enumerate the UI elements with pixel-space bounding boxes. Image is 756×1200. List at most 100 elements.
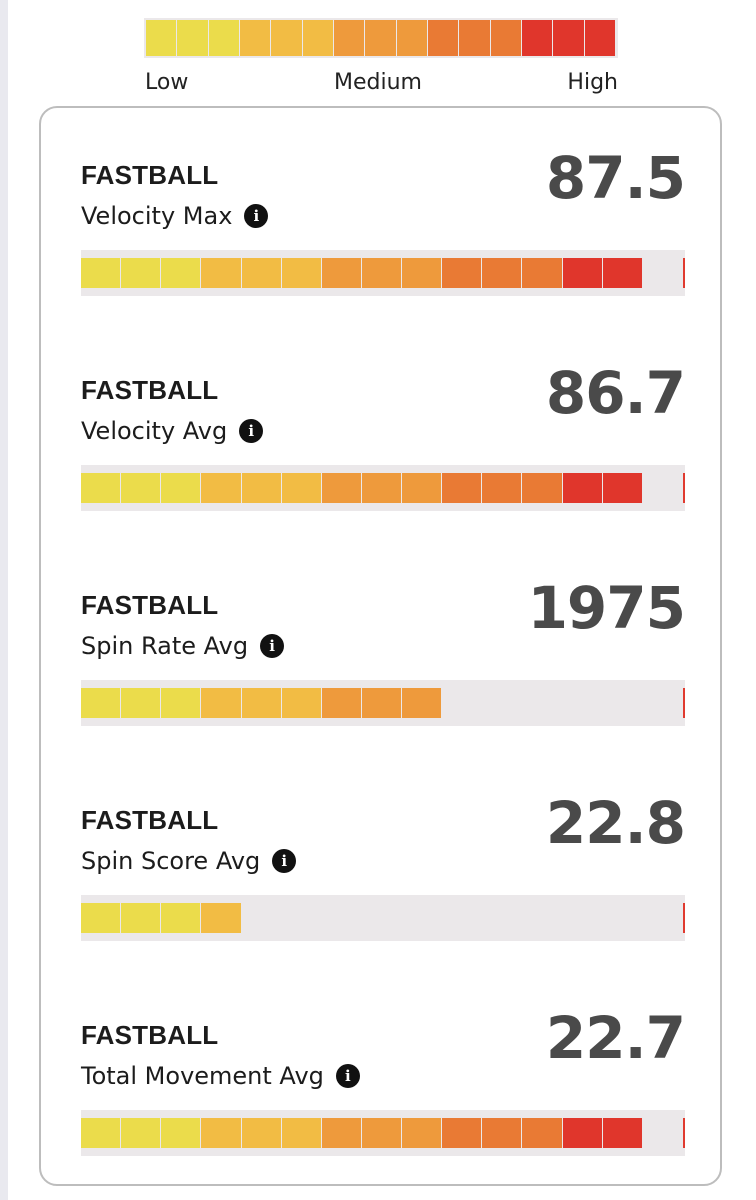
metric-bar-segment bbox=[81, 258, 121, 288]
metric-bar bbox=[81, 1110, 685, 1156]
metric-total-movement-avg: FASTBALL Total Movement Avg i 22.7 bbox=[81, 1004, 686, 1196]
metric-bar-segment bbox=[361, 688, 402, 718]
metric-bar bbox=[81, 250, 685, 296]
legend-segment bbox=[553, 20, 584, 56]
metric-label-row: Velocity Max i bbox=[81, 202, 269, 230]
pitch-type: FASTBALL bbox=[81, 590, 219, 620]
scale-legend: Low Medium High bbox=[144, 18, 618, 100]
bar-max-tick bbox=[683, 688, 685, 718]
metric-bar-segment bbox=[321, 258, 361, 288]
metric-label-row: Spin Score Avg i bbox=[81, 847, 297, 875]
metric-bar-segment bbox=[161, 688, 201, 718]
legend-segment bbox=[146, 20, 177, 56]
pitch-type: FASTBALL bbox=[81, 375, 219, 405]
legend-segment bbox=[584, 20, 615, 56]
metric-label-row: Velocity Avg i bbox=[81, 417, 264, 445]
metric-bar-segment bbox=[482, 1118, 522, 1148]
metric-bar-segment bbox=[161, 903, 201, 933]
legend-color-bar bbox=[144, 18, 618, 58]
metric-bar-segment bbox=[402, 473, 442, 503]
legend-segment bbox=[522, 20, 553, 56]
metric-bar-segment bbox=[602, 473, 642, 503]
bar-max-tick bbox=[683, 473, 685, 503]
metric-bar-segment bbox=[281, 688, 321, 718]
metric-bar-segment bbox=[81, 688, 121, 718]
metric-label: Velocity Avg bbox=[81, 417, 228, 445]
metric-bar-segment bbox=[321, 1118, 361, 1148]
legend-segment bbox=[365, 20, 396, 56]
metric-bar-segment bbox=[241, 688, 281, 718]
legend-medium-label: Medium bbox=[334, 70, 422, 95]
bar-max-tick bbox=[683, 258, 685, 288]
legend-segment bbox=[490, 20, 521, 56]
metric-bar-segment bbox=[121, 258, 161, 288]
metric-bar-segment bbox=[522, 258, 562, 288]
metric-value: 87.5 bbox=[545, 144, 686, 212]
legend-segment bbox=[302, 20, 333, 56]
legend-segment bbox=[208, 20, 239, 56]
bar-max-tick bbox=[683, 1118, 685, 1148]
bar-max-tick bbox=[683, 903, 685, 933]
metric-bar-segment bbox=[442, 473, 482, 503]
legend-labels: Low Medium High bbox=[144, 70, 618, 100]
metric-bar-segment bbox=[81, 1118, 121, 1148]
info-icon[interactable]: i bbox=[335, 1064, 360, 1088]
metric-bar-segment bbox=[602, 258, 642, 288]
metric-bar-segment bbox=[402, 688, 442, 718]
metric-label: Total Movement Avg bbox=[81, 1062, 324, 1090]
metric-bar-segment bbox=[121, 688, 161, 718]
legend-segment bbox=[428, 20, 459, 56]
metric-bar-segment bbox=[602, 1118, 642, 1148]
metric-bar-segment bbox=[321, 473, 361, 503]
info-icon[interactable]: i bbox=[260, 634, 285, 658]
metric-bar-segment bbox=[361, 473, 402, 503]
metric-bar bbox=[81, 680, 685, 726]
legend-low-label: Low bbox=[145, 70, 189, 95]
metric-value: 1975 bbox=[527, 574, 686, 642]
metric-bar-segment bbox=[402, 1118, 442, 1148]
info-icon[interactable]: i bbox=[239, 419, 264, 443]
metric-value: 22.8 bbox=[545, 789, 686, 857]
metrics-card: FASTBALL Velocity Max i 87.5 FASTBALL Ve… bbox=[39, 106, 722, 1186]
metric-bar-segment bbox=[81, 903, 121, 933]
legend-segment bbox=[396, 20, 427, 56]
metric-bar-segment bbox=[241, 258, 281, 288]
metric-bar bbox=[81, 895, 685, 941]
metric-bar-segment bbox=[201, 688, 241, 718]
metric-bar-segment bbox=[361, 258, 402, 288]
metric-bar-segment bbox=[161, 473, 201, 503]
metric-bar-segment bbox=[482, 258, 522, 288]
metric-bar-segment bbox=[201, 1118, 241, 1148]
metric-spin-rate-avg: FASTBALL Spin Rate Avg i 1975 bbox=[81, 574, 686, 766]
metric-bar-segment bbox=[321, 688, 361, 718]
metric-label: Spin Rate Avg bbox=[81, 632, 249, 660]
metric-bar-segment bbox=[81, 473, 121, 503]
metric-bar-segment bbox=[201, 473, 241, 503]
metric-bar-segment bbox=[161, 1118, 201, 1148]
metric-label-row: Spin Rate Avg i bbox=[81, 632, 285, 660]
pitch-type: FASTBALL bbox=[81, 805, 219, 835]
left-rail bbox=[0, 0, 8, 1200]
metric-bar-segment bbox=[241, 1118, 281, 1148]
metric-bar-segment bbox=[562, 258, 602, 288]
metric-bar-segment bbox=[402, 258, 442, 288]
metric-value: 22.7 bbox=[545, 1004, 686, 1072]
metric-value: 86.7 bbox=[545, 359, 686, 427]
metric-bar-segment bbox=[281, 1118, 321, 1148]
legend-segment bbox=[459, 20, 490, 56]
metric-bar-segment bbox=[161, 258, 201, 288]
metric-label-row: Total Movement Avg i bbox=[81, 1062, 360, 1090]
metric-bar-segment bbox=[121, 1118, 161, 1148]
metric-velocity-max: FASTBALL Velocity Max i 87.5 bbox=[81, 144, 686, 336]
metric-label: Spin Score Avg bbox=[81, 847, 261, 875]
metric-label: Velocity Max bbox=[81, 202, 233, 230]
info-icon[interactable]: i bbox=[272, 849, 297, 873]
metric-bar bbox=[81, 465, 685, 511]
info-icon[interactable]: i bbox=[244, 204, 269, 228]
metric-bar-segment bbox=[281, 258, 321, 288]
legend-high-label: High bbox=[567, 70, 618, 95]
legend-segment bbox=[177, 20, 208, 56]
legend-segment bbox=[271, 20, 302, 56]
metric-bar-segment bbox=[562, 1118, 602, 1148]
metric-bar-segment bbox=[482, 473, 522, 503]
